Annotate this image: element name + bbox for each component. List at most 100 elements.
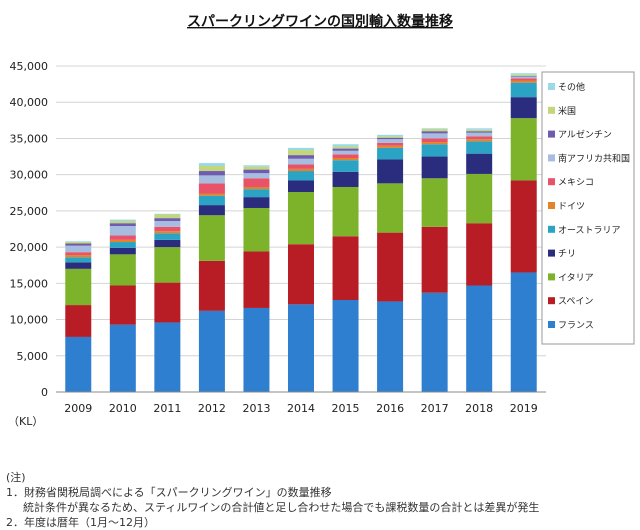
legend-label: オーストラリア: [558, 225, 621, 236]
bar-segment: [65, 305, 92, 337]
x-axis: 2009 2010 2011 2012 2013 2014 2015 2016 2017 2018…: [64, 402, 537, 415]
y-tick-label: 15,000: [10, 277, 49, 290]
bar-segment: [288, 171, 314, 181]
bar-segment: [466, 139, 493, 142]
bar-segment: [154, 282, 181, 323]
bar-segment: [109, 254, 136, 286]
bar-segment: [377, 142, 404, 146]
legend-swatch: [548, 202, 555, 209]
bar-segment: [466, 141, 493, 154]
chart: スパークリングワインの国別輸入数量推移 0 5,000 10,000 15,000 20…: [8, 13, 635, 428]
bar-segment: [243, 207, 270, 252]
bar-segment: [154, 226, 181, 232]
bar-segment: [288, 244, 314, 305]
y-tick-label: 25,000: [10, 205, 49, 218]
note-1-detail: 統計条件が異なるため、スティルワインの合計値と足し合わせた場合でも課税数量の合計…: [23, 501, 540, 514]
bar-segment: [510, 73, 537, 75]
bar-segment: [421, 144, 448, 157]
bar-segment: [466, 153, 493, 174]
legend-swatch: [548, 297, 555, 305]
x-tick-label: 2011: [153, 402, 181, 415]
x-tick-label: 2017: [421, 402, 449, 415]
bar-segment: [466, 285, 493, 392]
bar-segment: [332, 158, 359, 161]
legend-swatch: [548, 178, 555, 186]
legend-label: アルゼンチン: [558, 129, 612, 141]
bar-segment: [466, 129, 493, 132]
bar-segment: [243, 251, 270, 308]
bar-segment: [154, 218, 181, 222]
legend-swatch: [548, 249, 555, 257]
x-tick-label: 2015: [332, 402, 360, 415]
bar-segment: [377, 145, 404, 148]
legend-label: メキシコ: [558, 178, 594, 188]
legend-swatch: [548, 130, 555, 138]
legend-swatch: [548, 225, 555, 233]
bar-segment: [332, 236, 359, 300]
notes: (注) 1．財務省関税局調べによる「スパークリングワイン」の数量推移 統計条件が…: [6, 470, 539, 530]
bar-segment: [466, 136, 493, 140]
bar-segment: [65, 241, 92, 243]
bar-segment: [65, 252, 92, 256]
bar-segment: [243, 166, 270, 170]
bar-segment: [377, 232, 404, 302]
bar-segment: [288, 180, 314, 193]
bar-segment: [154, 247, 181, 283]
bar-segment: [198, 205, 225, 216]
bar-segment: [109, 235, 136, 240]
legend-label: スペイン: [558, 297, 593, 307]
legend-label: ドイツ: [558, 202, 585, 212]
bar-segment: [109, 239, 136, 243]
legend-label: フランス: [558, 320, 594, 331]
bar-segment: [198, 163, 225, 166]
notes-heading: (注): [6, 471, 26, 484]
bar-segment: [288, 164, 314, 169]
unit-label: （KL）: [8, 415, 43, 428]
bar-segment: [65, 336, 92, 392]
bar-segment: [198, 175, 225, 184]
bars: [65, 73, 537, 392]
y-tick-label: 20,000: [10, 241, 49, 254]
bar-segment: [421, 128, 448, 130]
bar-segment: [198, 193, 225, 196]
bar-segment: [510, 76, 537, 79]
legend-label: イタリア: [558, 272, 594, 283]
bar-segment: [288, 168, 314, 172]
legend-label: 米国: [558, 105, 576, 117]
note-1: 1．財務省関税局調べによる「スパークリングワイン」の数量推移: [6, 486, 332, 499]
bar-segment: [466, 131, 493, 133]
bar-segment: [466, 223, 493, 286]
bar-segment: [421, 292, 448, 392]
bar-segment: [109, 219, 136, 222]
legend-label: チリ: [558, 249, 576, 260]
y-tick-label: 5,000: [17, 350, 49, 363]
bar-segment: [154, 233, 181, 240]
bar-segment: [510, 97, 537, 119]
bar-segment: [109, 285, 136, 325]
bar-segment: [332, 148, 359, 151]
bar-segment: [332, 154, 359, 159]
bar-segment: [377, 139, 404, 143]
legend-swatch: [548, 273, 555, 281]
bar-segment: [466, 173, 493, 224]
bar-segment: [109, 221, 136, 224]
bar-segment: [377, 301, 404, 392]
bar-segment: [109, 247, 136, 255]
bar-segment: [421, 131, 448, 134]
bar-segment: [288, 147, 314, 151]
bar-segment: [288, 158, 314, 165]
bar-segment: [510, 82, 537, 98]
bar-segment: [154, 213, 181, 215]
bar-segment: [377, 134, 404, 137]
bar-segment: [332, 150, 359, 155]
y-tick-label: 35,000: [10, 132, 49, 145]
bar-segment: [198, 183, 225, 194]
bar-segment: [332, 160, 359, 172]
legend-label: その他: [558, 81, 585, 93]
bar-segment: [65, 268, 92, 306]
legend-swatch: [548, 321, 555, 328]
bar-segment: [154, 214, 181, 219]
bar-segment: [154, 322, 181, 392]
x-tick-label: 2019: [510, 402, 538, 415]
bar-segment: [421, 142, 448, 145]
